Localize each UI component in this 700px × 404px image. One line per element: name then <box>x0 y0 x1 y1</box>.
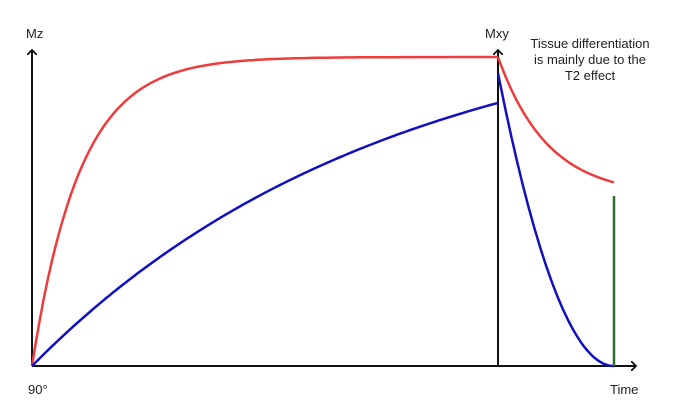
tissue-a-decay-curve <box>496 56 615 184</box>
tissue-b-decay-curve <box>496 72 615 368</box>
tissue-a-recovery-curve <box>30 55 498 367</box>
origin-label: 90° <box>28 382 48 397</box>
mxy-axis-label: Mxy <box>485 26 509 41</box>
tissue-b-recovery-curve <box>31 101 499 367</box>
note-line-2: is mainly due to the <box>534 52 646 67</box>
time-axis-label: Time <box>610 382 638 397</box>
mz-axis-label: Mz <box>26 26 43 41</box>
note-line-1: Tissue differentiation <box>530 36 649 51</box>
note-line-3: T2 effect <box>565 68 616 83</box>
